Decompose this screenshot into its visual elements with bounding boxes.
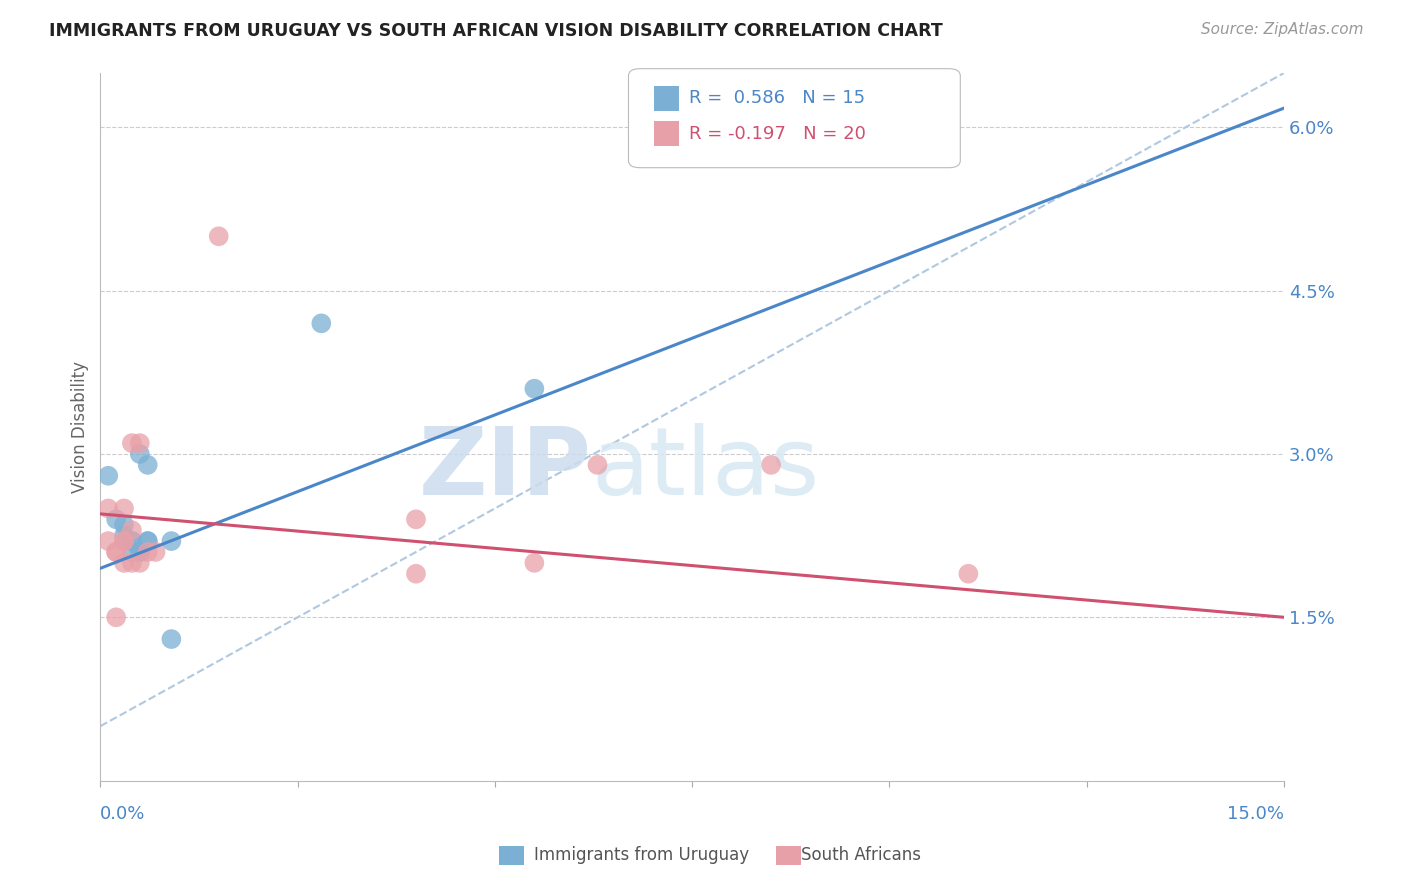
Text: R =  0.586   N = 15: R = 0.586 N = 15 xyxy=(689,89,865,107)
Point xyxy=(121,545,143,559)
Point xyxy=(128,545,150,559)
Point xyxy=(112,556,135,570)
Point xyxy=(136,534,159,549)
Point xyxy=(97,501,120,516)
Point xyxy=(145,545,167,559)
Point xyxy=(523,382,546,396)
Point xyxy=(97,534,120,549)
Point xyxy=(523,556,546,570)
Point xyxy=(136,458,159,472)
Point xyxy=(160,534,183,549)
Text: 15.0%: 15.0% xyxy=(1227,805,1284,823)
Point xyxy=(405,566,427,581)
Y-axis label: Vision Disability: Vision Disability xyxy=(72,360,89,492)
Point xyxy=(128,545,150,559)
Point xyxy=(136,545,159,559)
Text: Immigrants from Uruguay: Immigrants from Uruguay xyxy=(534,846,749,863)
Point xyxy=(121,523,143,537)
Point xyxy=(957,566,980,581)
Point xyxy=(112,534,135,549)
Point xyxy=(112,529,135,543)
Point xyxy=(121,534,143,549)
Text: IMMIGRANTS FROM URUGUAY VS SOUTH AFRICAN VISION DISABILITY CORRELATION CHART: IMMIGRANTS FROM URUGUAY VS SOUTH AFRICAN… xyxy=(49,22,943,40)
Point xyxy=(121,436,143,450)
Point xyxy=(128,436,150,450)
Text: R = -0.197   N = 20: R = -0.197 N = 20 xyxy=(689,125,866,143)
Point xyxy=(97,468,120,483)
Point xyxy=(128,447,150,461)
Point xyxy=(105,610,128,624)
Text: Source: ZipAtlas.com: Source: ZipAtlas.com xyxy=(1201,22,1364,37)
Point xyxy=(160,632,183,646)
Point xyxy=(311,317,333,331)
Point xyxy=(128,556,150,570)
Text: 0.0%: 0.0% xyxy=(100,805,146,823)
Point xyxy=(105,512,128,526)
Text: ZIP: ZIP xyxy=(419,423,592,516)
Text: atlas: atlas xyxy=(592,423,820,516)
Point xyxy=(105,545,128,559)
Point xyxy=(112,534,135,549)
Point xyxy=(105,545,128,559)
Point xyxy=(136,534,159,549)
Point xyxy=(112,517,135,532)
Point xyxy=(112,501,135,516)
Point xyxy=(759,458,782,472)
Point xyxy=(208,229,231,244)
Point xyxy=(586,458,609,472)
Point xyxy=(121,556,143,570)
Point xyxy=(121,534,143,549)
Text: South Africans: South Africans xyxy=(801,846,921,863)
Point xyxy=(405,512,427,526)
